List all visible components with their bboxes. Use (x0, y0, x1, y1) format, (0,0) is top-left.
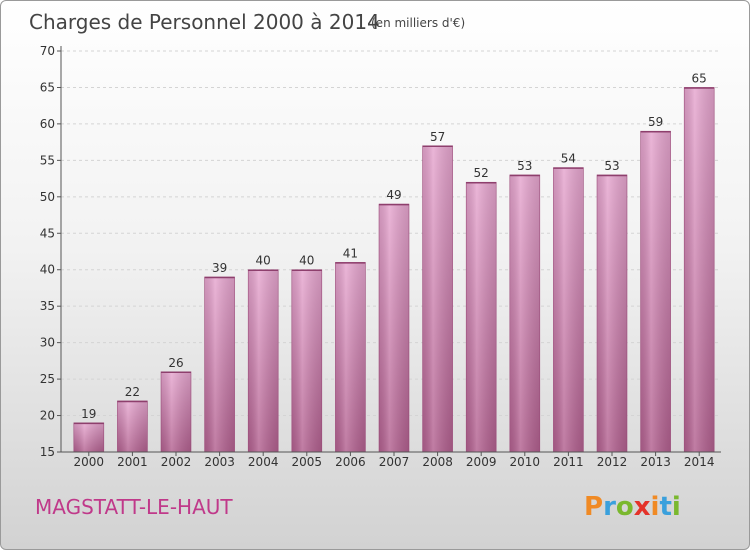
chart-title: Charges de Personnel 2000 à 2014 (29, 10, 380, 34)
x-tick-label: 2004 (248, 455, 279, 469)
y-tick-label: 40 (40, 263, 55, 277)
bar-shading (291, 269, 322, 452)
data-label: 39 (212, 261, 227, 275)
data-label: 41 (343, 246, 358, 260)
bar-shading (422, 145, 453, 453)
bar-shading (640, 131, 671, 452)
bar-shading (553, 167, 584, 452)
data-label: 40 (256, 254, 271, 268)
y-tick-label: 15 (40, 445, 55, 459)
bar-shading (248, 269, 279, 452)
bar-shading (204, 277, 235, 452)
x-tick-label: 2006 (335, 455, 366, 469)
x-tick-label: 2007 (379, 455, 410, 469)
x-tick-label: 2013 (640, 455, 671, 469)
y-tick-label: 70 (40, 44, 55, 58)
x-tick-label: 2014 (684, 455, 715, 469)
proxiti-logo: Proxiti (584, 492, 681, 522)
y-tick-label: 35 (40, 299, 55, 313)
y-tick-label: 20 (40, 409, 55, 423)
data-label: 53 (517, 159, 532, 173)
y-tick-label: 55 (40, 153, 55, 167)
y-tick-label: 65 (40, 80, 55, 94)
data-label: 19 (81, 407, 96, 421)
location-name: MAGSTATT-LE-HAUT (35, 495, 233, 519)
y-tick-label: 25 (40, 372, 55, 386)
x-tick-label: 2008 (422, 455, 453, 469)
data-label: 26 (168, 356, 183, 370)
y-tick-label: 45 (40, 226, 55, 240)
bar-shading (597, 174, 627, 453)
x-tick-label: 2009 (466, 455, 497, 469)
bar-shading (73, 422, 104, 452)
bar-shading (379, 204, 409, 452)
x-tick-label: 2003 (204, 455, 235, 469)
data-label: 49 (386, 188, 401, 202)
y-tick-label: 60 (40, 117, 55, 131)
x-tick-label: 2005 (292, 455, 323, 469)
data-label: 22 (125, 385, 140, 399)
x-tick-label: 2012 (597, 455, 628, 469)
bar-shading (117, 400, 148, 452)
data-label: 40 (299, 254, 314, 268)
data-label: 57 (430, 130, 445, 144)
x-tick-label: 2001 (117, 455, 148, 469)
data-label: 65 (692, 71, 707, 85)
axis-layer: 15 20 25 30 35 40 45 50 55 60 65 70 2000 2001 2002 2003… (40, 44, 721, 469)
x-tick-label: 2000 (74, 455, 105, 469)
data-label: 52 (474, 166, 489, 180)
bar-shading (684, 87, 715, 453)
bar-layer: 19 22 26 39 40 40 41 49 57 52 53 54 53 59 65 (73, 71, 715, 453)
bar-shading (161, 371, 191, 452)
x-tick-label: 2002 (161, 455, 192, 469)
chart-subtitle: (en milliers d'€) (371, 16, 465, 30)
bar-shading (335, 262, 366, 452)
x-tick-label: 2011 (553, 455, 584, 469)
x-tick-label: 2010 (510, 455, 541, 469)
bar-shading (466, 182, 497, 452)
data-label: 59 (648, 115, 663, 129)
y-tick-label: 30 (40, 336, 55, 350)
data-label: 53 (604, 159, 619, 173)
y-tick-label: 50 (40, 190, 55, 204)
bar-shading (509, 174, 540, 453)
data-label: 54 (561, 152, 576, 166)
